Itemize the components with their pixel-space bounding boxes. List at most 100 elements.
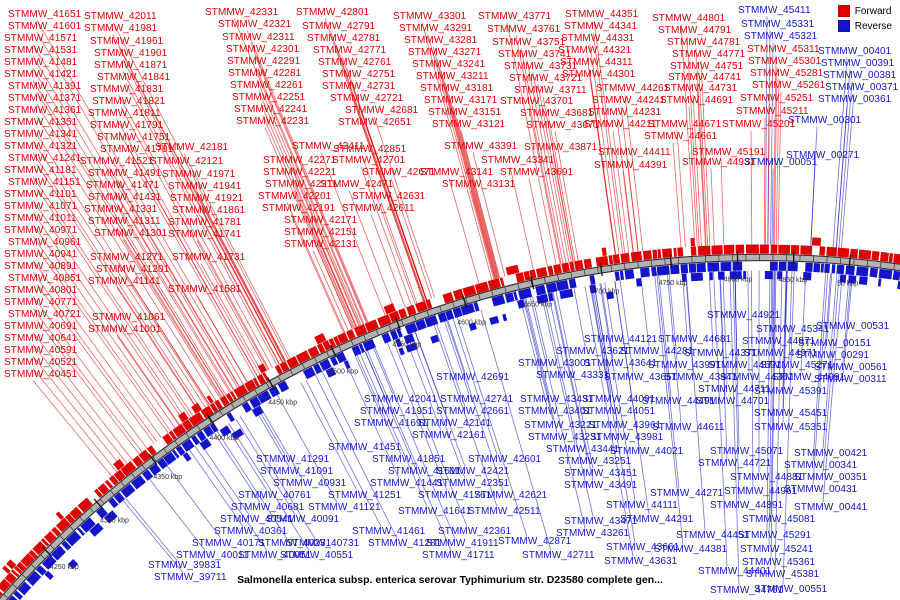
gene-label[interactable]: STMMW_41961	[90, 36, 164, 47]
gene-label[interactable]: STMMW_43661	[606, 542, 680, 553]
gene-label[interactable]: STMMW_41431	[88, 192, 162, 203]
gene-label[interactable]: STMMW_41741	[168, 229, 242, 240]
gene-label[interactable]: STMMW_40231	[258, 538, 332, 549]
gene-label[interactable]: STMMW_00551	[754, 584, 828, 595]
gene-label[interactable]: STMMW_41421	[4, 69, 78, 80]
gene-label[interactable]: STMMW_42411	[292, 141, 365, 152]
gene-label[interactable]: STMMW_44271	[650, 488, 724, 499]
gene-label[interactable]: STMMW_00441	[794, 502, 868, 513]
gene-label[interactable]: STMMW_43211	[416, 71, 489, 82]
gene-label[interactable]: STMMW_41091	[260, 466, 334, 477]
gene-label[interactable]: STMMW_41181	[4, 165, 77, 176]
gene-label[interactable]: STMMW_42141	[418, 418, 492, 429]
gene-label[interactable]: STMMW_40171	[192, 538, 266, 549]
gene-label[interactable]: STMMW_43741	[498, 49, 572, 60]
gene-label[interactable]: STMMW_41841	[97, 72, 171, 83]
gene-label[interactable]: STMMW_39711	[154, 572, 227, 583]
gene-label[interactable]: STMMW_44701	[696, 396, 770, 407]
gene-label[interactable]: STMMW_44291	[620, 514, 694, 525]
gene-label[interactable]: STMMW_42681	[345, 105, 419, 116]
gene-label[interactable]: STMMW_43261	[556, 528, 630, 539]
gene-label[interactable]: STMMW_44871	[742, 336, 816, 347]
gene-label[interactable]: STMMW_41451	[328, 442, 402, 453]
gene-label[interactable]: STMMW_44721	[698, 458, 772, 469]
gene-label[interactable]: STMMW_45301	[748, 56, 822, 67]
gene-label[interactable]: STMMW_41241	[8, 153, 82, 164]
gene-label[interactable]: STMMW_00391	[821, 58, 895, 69]
gene-label[interactable]: STMMW_43691	[500, 167, 574, 178]
gene-label[interactable]: STMMW_43491	[564, 480, 638, 491]
gene-label[interactable]: STMMW_00361	[818, 94, 892, 105]
gene-label[interactable]: STMMW_44681	[658, 334, 732, 345]
gene-label[interactable]: STMMW_44361	[720, 372, 794, 383]
gene-label[interactable]: STMMW_45281	[750, 68, 824, 79]
gene-label[interactable]: STMMW_41701	[100, 144, 174, 155]
gene-label[interactable]: STMMW_42611	[342, 203, 415, 214]
gene-label[interactable]: STMMW_43231	[528, 432, 602, 443]
gene-label[interactable]: STMMW_44881	[730, 472, 804, 483]
gene-label[interactable]: STMMW_41651	[8, 9, 82, 20]
gene-label[interactable]: STMMW_42211	[265, 179, 338, 190]
gene-label[interactable]: STMMW_43131	[442, 179, 516, 190]
gene-label[interactable]: STMMW_40691	[4, 321, 78, 332]
gene-label[interactable]: STMMW_45311	[747, 44, 820, 55]
gene-label[interactable]: STMMW_41901	[94, 48, 168, 59]
gene-label[interactable]: STMMW_45451	[754, 408, 828, 419]
gene-label[interactable]: STMMW_42321	[218, 19, 292, 30]
gene-label[interactable]: STMMW_42791	[302, 21, 376, 32]
gene-label[interactable]: STMMW_41751	[97, 132, 171, 143]
gene-label[interactable]: STMMW_43181	[420, 83, 494, 94]
gene-label[interactable]: STMMW_00291	[796, 350, 870, 361]
gene-label[interactable]: STMMW_42131	[284, 239, 358, 250]
gene-label[interactable]: STMMW_44351	[565, 9, 639, 20]
gene-label[interactable]: STMMW_44931	[682, 157, 756, 168]
gene-label[interactable]: STMMW_00431	[784, 484, 858, 495]
gene-label[interactable]: STMMW_43991	[648, 360, 722, 371]
gene-label[interactable]: STMMW_41861	[172, 205, 246, 216]
gene-label[interactable]: STMMW_44411	[598, 147, 671, 158]
gene-label[interactable]: STMMW_41311	[88, 216, 161, 227]
gene-label[interactable]: STMMW_44051	[582, 406, 656, 417]
gene-label[interactable]: STMMW_45291	[738, 530, 812, 541]
gene-label[interactable]: STMMW_44121	[584, 334, 658, 345]
gene-label[interactable]: STMMW_43451	[564, 468, 638, 479]
gene-label[interactable]: STMMW_41321	[4, 141, 78, 152]
gene-label[interactable]: STMMW_41471	[86, 180, 160, 191]
gene-label[interactable]: STMMW_42651	[338, 117, 412, 128]
gene-label[interactable]: STMMW_43001	[518, 358, 592, 369]
gene-label[interactable]: STMMW_43641	[584, 358, 658, 369]
gene-label[interactable]: STMMW_40521	[4, 357, 78, 368]
gene-label[interactable]: STMMW_45331	[741, 19, 815, 30]
gene-label[interactable]: STMMW_42731	[322, 81, 396, 92]
gene-label[interactable]: STMMW_44301	[562, 69, 636, 80]
gene-label[interactable]: STMMW_44491	[642, 396, 716, 407]
gene-label[interactable]: STMMW_42351	[436, 478, 510, 489]
gene-label[interactable]: STMMW_41581	[168, 284, 242, 295]
gene-label[interactable]: STMMW_00051	[744, 157, 818, 168]
gene-label[interactable]: STMMW_42801	[296, 7, 370, 18]
gene-label[interactable]: STMMW_41061	[92, 312, 166, 323]
gene-label[interactable]: STMMW_43471	[564, 516, 638, 527]
gene-label[interactable]: STMMW_00301	[788, 115, 862, 126]
gene-label[interactable]: STMMW_00561	[814, 362, 888, 373]
gene-label[interactable]: STMMW_44451	[676, 530, 750, 541]
gene-label[interactable]: STMMW_41571	[4, 33, 78, 44]
gene-label[interactable]: STMMW_41941	[168, 181, 242, 192]
gene-label[interactable]: STMMW_41521	[80, 156, 154, 167]
gene-label[interactable]: STMMW_45081	[742, 514, 816, 525]
gene-label[interactable]: STMMW_41921	[170, 193, 244, 204]
gene-label[interactable]: STMMW_43981	[590, 432, 664, 443]
gene-label[interactable]: STMMW_00401	[818, 46, 892, 57]
gene-label[interactable]: STMMW_42191	[262, 203, 336, 214]
gene-label[interactable]: STMMW_41351	[4, 117, 78, 128]
gene-label[interactable]: STMMW_44691	[660, 95, 734, 106]
gene-label[interactable]: STMMW_42421	[436, 466, 510, 477]
gene-label[interactable]: STMMW_00371	[825, 82, 899, 93]
gene-label[interactable]: STMMW_40641	[4, 333, 78, 344]
gene-label[interactable]: STMMW_40721	[8, 309, 82, 320]
gene-label[interactable]: STMMW_44761	[710, 585, 784, 596]
gene-label[interactable]: STMMW_00311	[814, 374, 887, 385]
gene-label[interactable]: STMMW_39831	[148, 560, 222, 571]
gene-label[interactable]: STMMW_45351	[754, 422, 828, 433]
gene-label[interactable]: STMMW_43271	[408, 47, 482, 58]
